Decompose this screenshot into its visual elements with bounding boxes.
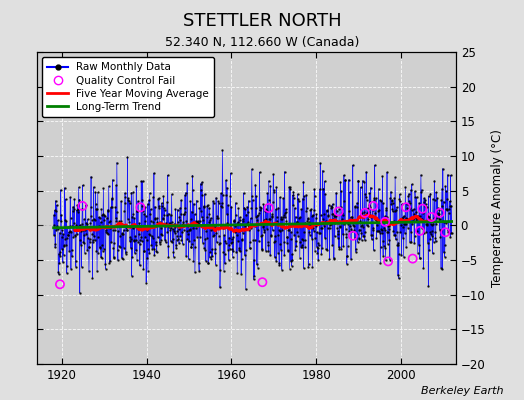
Point [78, 203, 86, 209]
Point [427, 214, 435, 220]
Point [369, 203, 377, 209]
Text: STETTLER NORTH: STETTLER NORTH [183, 12, 341, 30]
Point [418, 206, 427, 212]
Text: 52.340 N, 112.660 W (Canada): 52.340 N, 112.660 W (Canada) [165, 36, 359, 49]
Point [409, 256, 417, 262]
Point [361, 210, 369, 216]
Point [136, 204, 145, 210]
Point [384, 258, 392, 264]
Point [258, 279, 267, 285]
Point [349, 232, 357, 239]
Point [265, 205, 273, 211]
Point [334, 208, 343, 215]
Text: Berkeley Earth: Berkeley Earth [421, 386, 503, 396]
Point [402, 204, 410, 210]
Point [441, 229, 450, 236]
Point [381, 219, 389, 225]
Y-axis label: Temperature Anomaly (°C): Temperature Anomaly (°C) [491, 129, 504, 287]
Point [56, 281, 64, 288]
Legend: Raw Monthly Data, Quality Control Fail, Five Year Moving Average, Long-Term Tren: Raw Monthly Data, Quality Control Fail, … [42, 57, 214, 117]
Point [435, 210, 444, 216]
Point [416, 228, 424, 234]
